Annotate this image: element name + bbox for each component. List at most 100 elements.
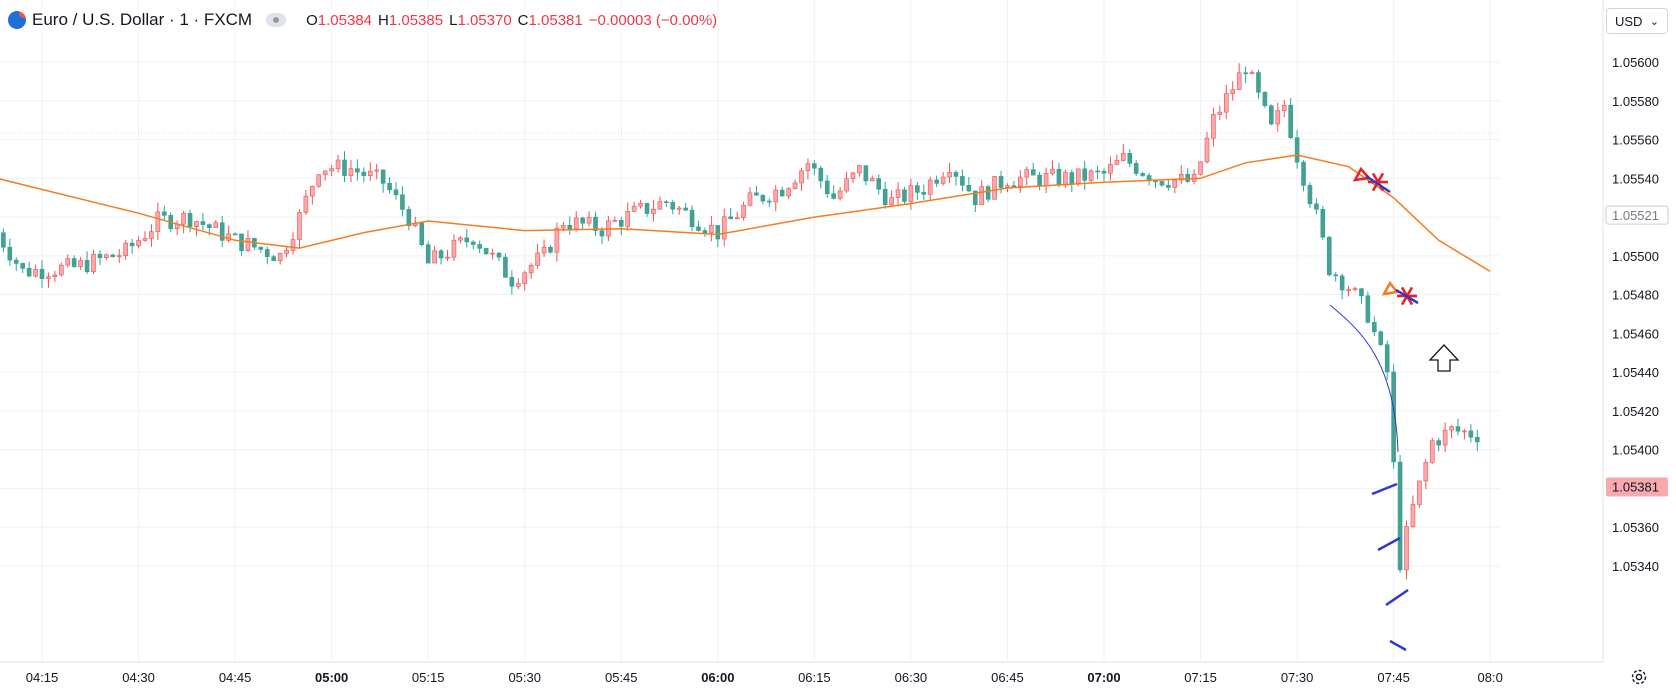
candle-body: [664, 201, 669, 203]
candle-up: [1172, 179, 1178, 194]
candle-down: [1256, 69, 1261, 99]
ma-price-label: 1.05521: [1612, 208, 1659, 223]
candle-body: [464, 237, 470, 243]
candle-up: [33, 264, 38, 278]
candle-up: [1410, 495, 1416, 529]
candle-body: [258, 246, 264, 250]
candle-up: [947, 162, 952, 184]
candle-body: [683, 207, 688, 211]
candle-up: [297, 209, 302, 249]
candle-body: [1127, 153, 1133, 164]
currency-button[interactable]: USD ⌄: [1606, 8, 1668, 34]
candle-down: [567, 216, 573, 235]
candle-down: [232, 232, 238, 236]
candle-down: [1326, 236, 1332, 277]
blue-slash-mark: [1395, 288, 1419, 305]
time-tick-label: 05:00: [315, 670, 348, 685]
candle-down: [1384, 340, 1390, 380]
time-tick-label: 06:45: [991, 670, 1024, 685]
star-ray: [1371, 172, 1380, 183]
candle-down: [187, 209, 193, 233]
candle-down: [84, 251, 90, 275]
chart-drawings: [1329, 166, 1460, 652]
candle-body: [110, 254, 116, 258]
candle-body: [1378, 331, 1384, 345]
candle-body: [1404, 526, 1409, 571]
candle-down: [438, 249, 444, 265]
candle-body: [573, 217, 579, 230]
candle-body: [541, 246, 547, 254]
candle-body: [857, 165, 862, 174]
candle-body: [863, 165, 869, 182]
candle-body: [490, 252, 495, 255]
candle-down: [915, 181, 920, 201]
candle-body: [908, 185, 914, 202]
candle-up: [786, 187, 791, 200]
candle-body: [676, 207, 682, 210]
candle-up: [490, 248, 495, 260]
candle-body: [425, 244, 431, 264]
candle-body: [960, 176, 965, 186]
candle-down: [779, 186, 785, 197]
candle-down: [818, 165, 824, 189]
candle-down: [200, 213, 206, 231]
candle-body: [728, 216, 733, 220]
candle-body: [966, 184, 972, 192]
candle-body: [432, 250, 437, 264]
grid-lines: [0, 0, 1500, 662]
candle-body: [625, 211, 631, 227]
candle-up: [554, 222, 560, 262]
candle-down: [1468, 424, 1474, 443]
orange-triangle-marker: [1381, 280, 1400, 296]
time-tick-label: 05:15: [412, 670, 445, 685]
candle-up: [857, 164, 862, 177]
candle-down: [1011, 180, 1017, 187]
candle-up: [741, 201, 746, 221]
candle-body: [20, 263, 25, 269]
candle-body: [97, 253, 103, 259]
candle-up: [1108, 156, 1113, 181]
candle-body: [194, 221, 199, 227]
candle-down: [1262, 91, 1268, 108]
candle-body: [46, 276, 51, 279]
candle-body: [1082, 168, 1087, 181]
candle-body: [921, 192, 927, 195]
candle-body: [496, 252, 502, 258]
candle-up: [1462, 429, 1467, 440]
candle-down: [670, 199, 676, 215]
candle-body: [651, 208, 656, 214]
candle-up: [908, 178, 914, 210]
price-tick-label: 1.05600: [1612, 55, 1659, 70]
time-scale: 04:15 04:30 04:45 05:00 05:15 05:30 05:45 06:00…: [26, 670, 1503, 685]
candle-body: [1024, 169, 1030, 178]
candle-down: [966, 177, 972, 192]
candle-body: [1281, 104, 1287, 111]
candle-body: [1423, 462, 1429, 482]
candle-body: [52, 274, 58, 278]
candle-down: [812, 160, 817, 176]
candle-down: [1069, 169, 1075, 193]
eye-icon[interactable]: [266, 13, 287, 27]
candle-up: [155, 202, 161, 240]
symbol-title[interactable]: Euro / U.S. Dollar · 1 · FXCM: [32, 10, 253, 29]
candle-body: [1211, 114, 1216, 139]
gear-icon[interactable]: [1630, 668, 1648, 686]
candle-down: [702, 227, 708, 238]
candle-up: [799, 167, 804, 191]
candle-body: [1391, 371, 1396, 463]
candle-body: [1243, 72, 1248, 75]
time-tick-label: 07:00: [1087, 670, 1120, 685]
candle-up: [850, 171, 856, 184]
candle-body: [1037, 174, 1042, 186]
candle-body: [1018, 176, 1023, 187]
candles: [1, 63, 1480, 580]
candle-up: [940, 172, 946, 186]
last-price-label: 1.05381: [1612, 480, 1659, 495]
candle-body: [26, 268, 32, 277]
candle-down: [728, 207, 733, 220]
candle-down: [1391, 364, 1396, 469]
candle-body: [876, 178, 882, 190]
candle-up: [458, 236, 463, 244]
